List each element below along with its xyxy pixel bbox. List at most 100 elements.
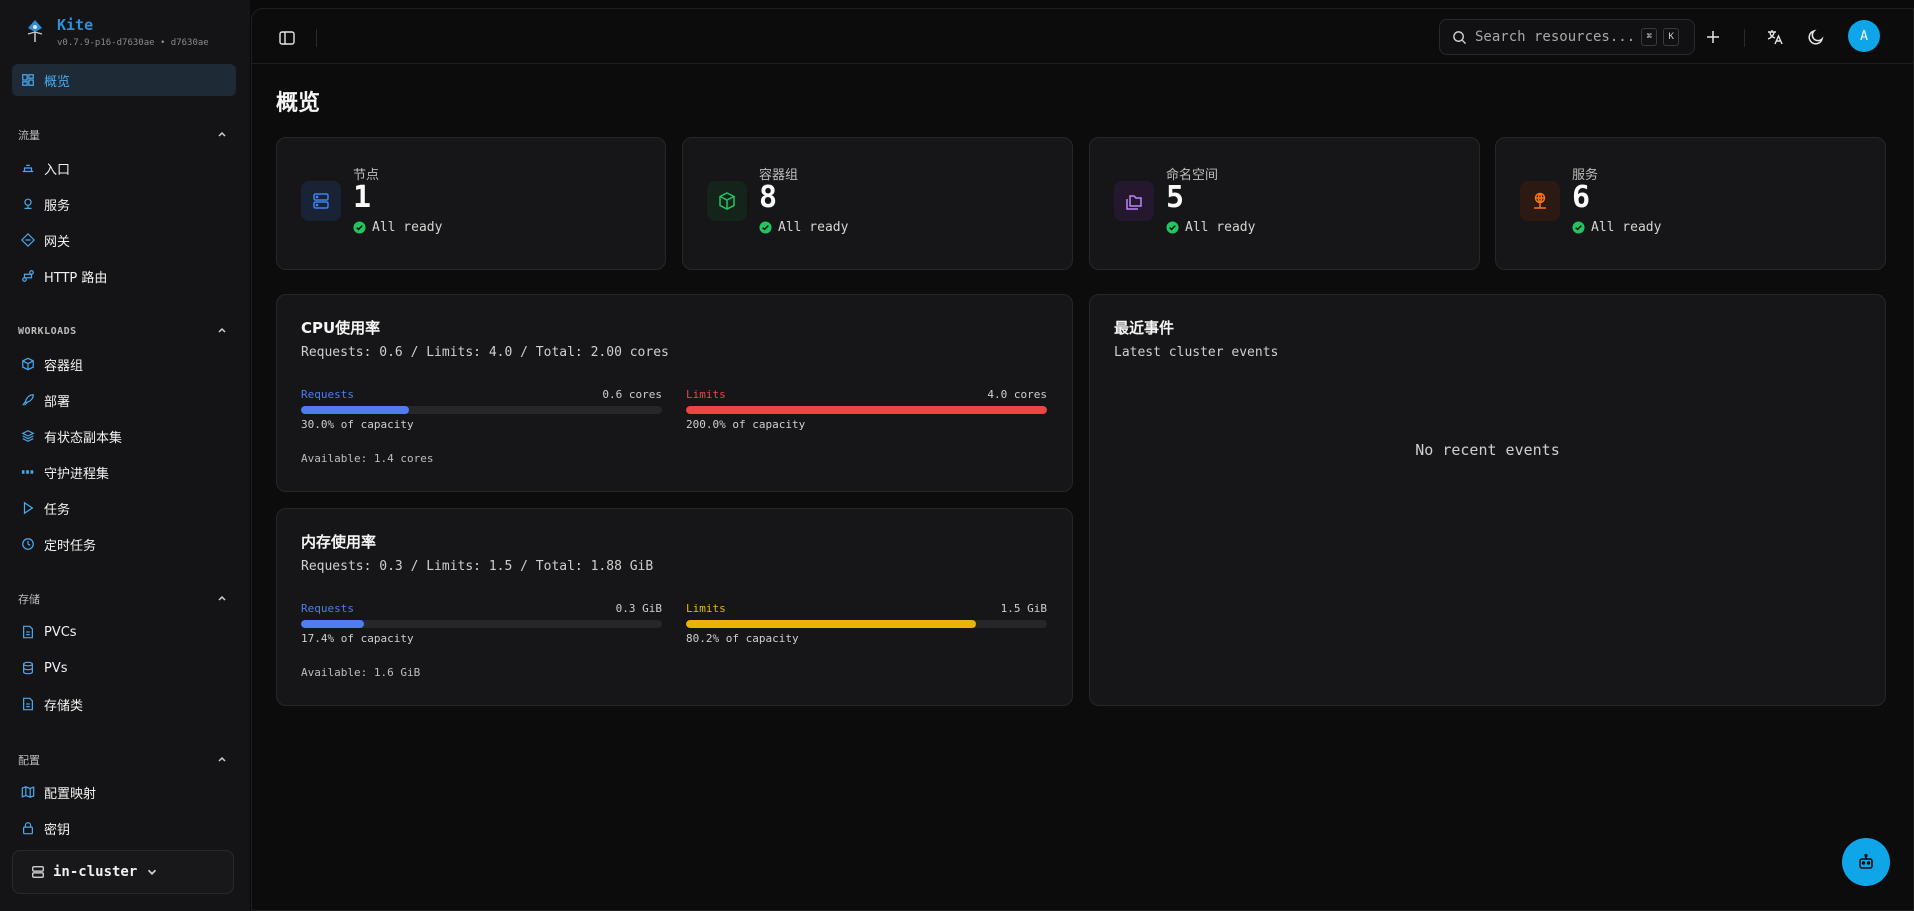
app-name: Kite: [57, 16, 94, 34]
plus-icon: [1707, 31, 1719, 43]
main-panel: Search resources... ⌘ K A 概览 节点 1 All re…: [251, 8, 1914, 911]
sidebar-item-pods[interactable]: 容器组: [12, 348, 236, 380]
sidebar-item-cronjobs[interactable]: 定时任务: [12, 528, 236, 560]
stat-card-nodes[interactable]: 节点 1 All ready: [276, 137, 666, 270]
sidebar-item-secrets[interactable]: 密钥: [12, 812, 236, 844]
sidebar-item-label: 部署: [44, 394, 71, 410]
cluster-selector[interactable]: in-cluster: [12, 850, 234, 894]
stat-label: 服务: [1572, 168, 1599, 183]
sidebar-item-ingress[interactable]: 入口: [12, 152, 236, 184]
memory-limits-meter: Limits 1.5 GiB 80.2% of capacity: [686, 602, 1047, 645]
stat-value: 8: [759, 180, 778, 215]
translate-icon: [1767, 30, 1783, 45]
lock-icon: [20, 820, 36, 836]
sidebar-item-gateway[interactable]: 网关: [12, 224, 236, 256]
chevron-down-icon: [148, 869, 157, 875]
progress-track: [301, 406, 662, 414]
sidebar-item-deployments[interactable]: 部署: [12, 384, 236, 416]
stat-label: 节点: [353, 168, 380, 183]
meter-label: Requests: [301, 388, 354, 401]
progress-track: [686, 406, 1047, 414]
meter-capacity: 30.0% of capacity: [301, 418, 414, 431]
sidebar-item-label: 容器组: [44, 358, 84, 374]
check-circle-icon: [353, 221, 366, 234]
memory-requests-meter: Requests 0.3 GiB 17.4% of capacity: [301, 602, 662, 645]
chevron-up-icon: [216, 128, 228, 143]
cpu-requests-meter: Requests 0.6 cores 30.0% of capacity: [301, 388, 662, 431]
cpu-usage-card: CPU使用率 Requests: 0.6 / Limits: 4.0 / Tot…: [276, 294, 1073, 492]
sidebar-item-daemonsets[interactable]: 守护进程集: [12, 456, 236, 488]
sidebar-toggle-icon[interactable]: [278, 29, 296, 47]
empty-state: No recent events: [1415, 441, 1560, 459]
cpu-limits-meter: Limits 4.0 cores 200.0% of capacity: [686, 388, 1047, 431]
sidebar-item-label: PVs: [44, 660, 68, 676]
stat-status-text: All ready: [372, 220, 443, 235]
card-subtitle: Requests: 0.6 / Limits: 4.0 / Total: 2.0…: [301, 345, 669, 360]
card-title: CPU使用率: [301, 319, 381, 337]
language-button[interactable]: [1766, 28, 1784, 46]
section-traffic[interactable]: 流量: [18, 125, 228, 145]
sidebar-item-label: 密钥: [44, 822, 71, 838]
stat-icon-box: [301, 181, 341, 221]
stat-status-text: All ready: [1185, 220, 1256, 235]
sidebar-item-services[interactable]: 服务: [12, 188, 236, 220]
section-workloads[interactable]: WORKLOADS: [18, 321, 228, 341]
avatar-initial: A: [1860, 28, 1868, 44]
ai-assistant-button[interactable]: [1842, 838, 1890, 886]
sidebar-item-statefulsets[interactable]: 有状态副本集: [12, 420, 236, 452]
box-icon: [20, 356, 36, 372]
add-button[interactable]: [1704, 28, 1722, 46]
folders-icon: [1126, 195, 1142, 210]
layers-icon: [20, 428, 36, 444]
meter-label: Limits: [686, 388, 726, 401]
progress-fill: [686, 406, 1047, 414]
stat-icon-box: [1114, 181, 1154, 221]
section-title: 流量: [18, 129, 40, 142]
search-input[interactable]: Search resources... ⌘ K: [1439, 19, 1695, 55]
meter-value: 1.5 GiB: [1000, 602, 1047, 615]
dashboard-icon: [20, 72, 36, 88]
stat-value: 1: [353, 180, 372, 215]
sidebar-item-storageclasses[interactable]: 存储类: [12, 688, 236, 720]
stat-card-namespaces[interactable]: 命名空间 5 All ready: [1089, 137, 1480, 270]
kite-logo-icon: [27, 20, 43, 42]
sidebar-item-configmaps[interactable]: 配置映射: [12, 776, 236, 808]
meter-label: Limits: [686, 602, 726, 615]
kbd-cmd: ⌘: [1641, 28, 1658, 46]
theme-toggle-button[interactable]: [1807, 28, 1825, 46]
route-icon: [20, 268, 36, 284]
progress-fill: [301, 406, 410, 414]
section-config[interactable]: 配置: [18, 750, 228, 770]
divider: [316, 29, 317, 47]
sidebar-item-label: 守护进程集: [44, 466, 110, 482]
sidebar-item-label: 任务: [44, 502, 71, 518]
stat-status-text: All ready: [1591, 220, 1662, 235]
box-icon: [719, 192, 735, 210]
sidebar-item-label: HTTP 路由: [44, 270, 108, 286]
page-title: 概览: [276, 91, 321, 116]
section-title: WORKLOADS: [18, 325, 77, 337]
daemon-icon: [20, 464, 36, 480]
meter-value: 4.0 cores: [987, 388, 1047, 401]
stat-card-services[interactable]: 服务 6 All ready: [1495, 137, 1886, 270]
sidebar-item-pvs[interactable]: PVs: [12, 652, 236, 684]
clock-icon: [20, 536, 36, 552]
section-storage[interactable]: 存储: [18, 589, 228, 609]
progress-track: [686, 620, 1047, 628]
app-version: v0.7.9-p16-d7630ae • d7630ae: [57, 38, 209, 48]
check-circle-icon: [1572, 221, 1585, 234]
play-icon: [20, 500, 36, 516]
avatar[interactable]: A: [1848, 20, 1880, 52]
stat-card-pods[interactable]: 容器组 8 All ready: [682, 137, 1073, 270]
sidebar-item-overview[interactable]: 概览: [12, 64, 236, 96]
card-subtitle: Requests: 0.3 / Limits: 1.5 / Total: 1.8…: [301, 559, 654, 574]
card-title: 最近事件: [1114, 319, 1175, 337]
meter-label: Requests: [301, 602, 354, 615]
sidebar-item-pvcs[interactable]: PVCs: [12, 616, 236, 648]
stat-label: 命名空间: [1166, 168, 1219, 183]
card-title: 内存使用率: [301, 533, 377, 551]
sidebar-item-jobs[interactable]: 任务: [12, 492, 236, 524]
sidebar-item-http-route[interactable]: HTTP 路由: [12, 260, 236, 292]
meter-value: 0.3 GiB: [615, 602, 662, 615]
meter-capacity: 80.2% of capacity: [686, 632, 799, 645]
